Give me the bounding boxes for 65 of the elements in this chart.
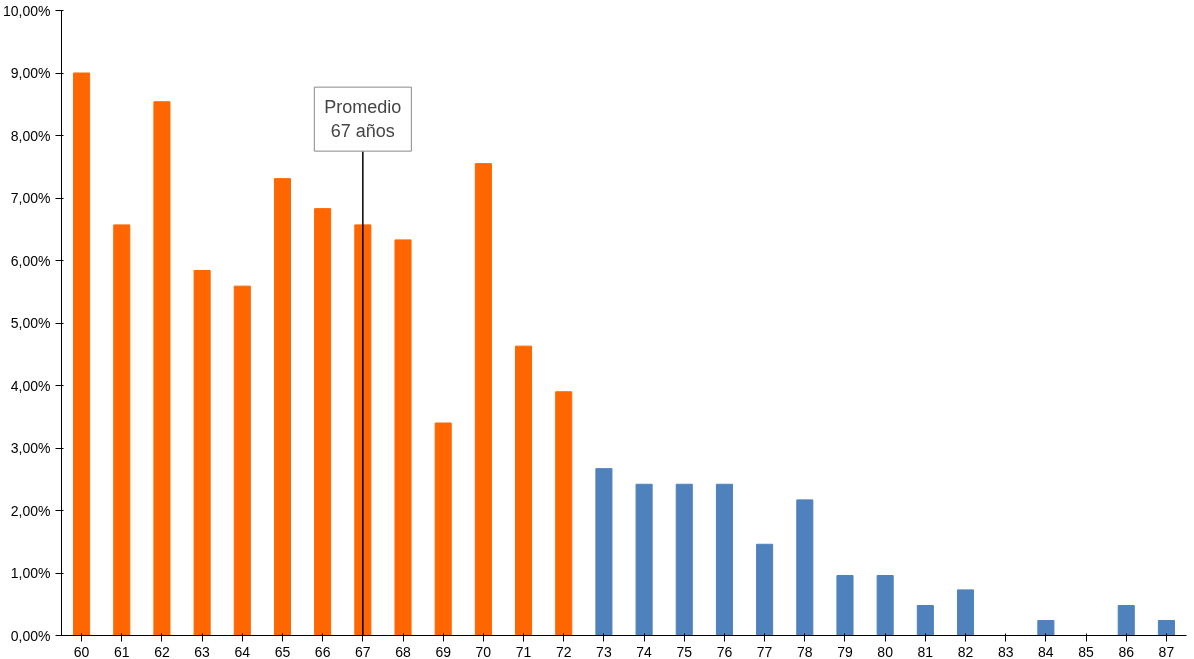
x-tick-label: 69 bbox=[435, 643, 452, 659]
bar bbox=[314, 208, 332, 636]
x-tick-label: 80 bbox=[877, 643, 894, 659]
x-tick-label: 79 bbox=[837, 643, 853, 659]
x-tick-label: 73 bbox=[596, 643, 612, 659]
bar bbox=[836, 575, 854, 636]
bar bbox=[796, 499, 814, 636]
bar bbox=[73, 72, 91, 636]
x-tick-label: 60 bbox=[73, 643, 90, 659]
bar bbox=[273, 178, 292, 636]
x-tick-label: 84 bbox=[1038, 643, 1054, 659]
x-tick-label: 72 bbox=[555, 643, 572, 659]
x-tick-label: 68 bbox=[395, 643, 412, 659]
bar bbox=[1037, 620, 1055, 636]
x-tick-label: 76 bbox=[716, 643, 733, 659]
bar bbox=[916, 605, 934, 636]
bar bbox=[153, 101, 171, 636]
ref-line-label: Promedio 67 años bbox=[324, 97, 402, 142]
bar bbox=[876, 575, 894, 636]
y-tick-label: 2,00% bbox=[10, 502, 51, 519]
x-tick-label: 66 bbox=[314, 643, 331, 659]
x-tick-label: 63 bbox=[194, 643, 211, 659]
x-tick-label: 77 bbox=[756, 643, 773, 659]
y-tick-label: 3,00% bbox=[10, 440, 51, 456]
y-tick-label: 8,00% bbox=[10, 127, 51, 144]
x-tick-label: 70 bbox=[475, 643, 492, 659]
x-tick-label: 65 bbox=[274, 643, 291, 659]
bar bbox=[474, 163, 492, 636]
x-tick-label: 61 bbox=[113, 643, 130, 659]
bar bbox=[394, 239, 412, 636]
x-tick-label: 75 bbox=[676, 643, 693, 659]
x-tick-label: 87 bbox=[1158, 643, 1175, 659]
x-tick-label: 67 bbox=[355, 643, 371, 659]
x-tick-label: 62 bbox=[154, 643, 170, 659]
x-tick-label: 85 bbox=[1078, 643, 1095, 659]
bar bbox=[715, 483, 733, 636]
bar bbox=[1157, 620, 1175, 636]
bar bbox=[1117, 605, 1135, 636]
x-tick-label: 71 bbox=[515, 643, 532, 659]
x-tick-label: 86 bbox=[1118, 643, 1135, 659]
bar bbox=[635, 483, 653, 636]
bar bbox=[515, 345, 533, 636]
y-tick-label: 1,00% bbox=[10, 565, 51, 581]
bar bbox=[675, 483, 693, 636]
x-tick-label: 78 bbox=[797, 643, 813, 659]
y-tick-label: 5,00% bbox=[10, 315, 51, 331]
y-tick-label: 7,00% bbox=[10, 190, 51, 206]
bar bbox=[555, 391, 573, 636]
x-tick-label: 82 bbox=[957, 643, 974, 659]
bar bbox=[434, 422, 452, 636]
y-tick-label: 0,00% bbox=[10, 627, 51, 644]
bar bbox=[956, 589, 975, 636]
x-tick-label: 64 bbox=[234, 643, 251, 659]
y-tick-label: 9,00% bbox=[10, 65, 51, 81]
x-tick-label: 83 bbox=[997, 643, 1014, 659]
bar bbox=[756, 543, 774, 636]
y-tick-label: 6,00% bbox=[10, 252, 51, 269]
bar bbox=[233, 285, 251, 636]
x-tick-label: 74 bbox=[636, 643, 653, 659]
bar bbox=[113, 224, 131, 636]
y-tick-label: 4,00% bbox=[10, 377, 51, 394]
x-tick-label: 81 bbox=[917, 643, 934, 659]
y-tick-label: 10,00% bbox=[3, 2, 51, 19]
bar bbox=[193, 270, 211, 636]
bar bbox=[595, 468, 613, 636]
